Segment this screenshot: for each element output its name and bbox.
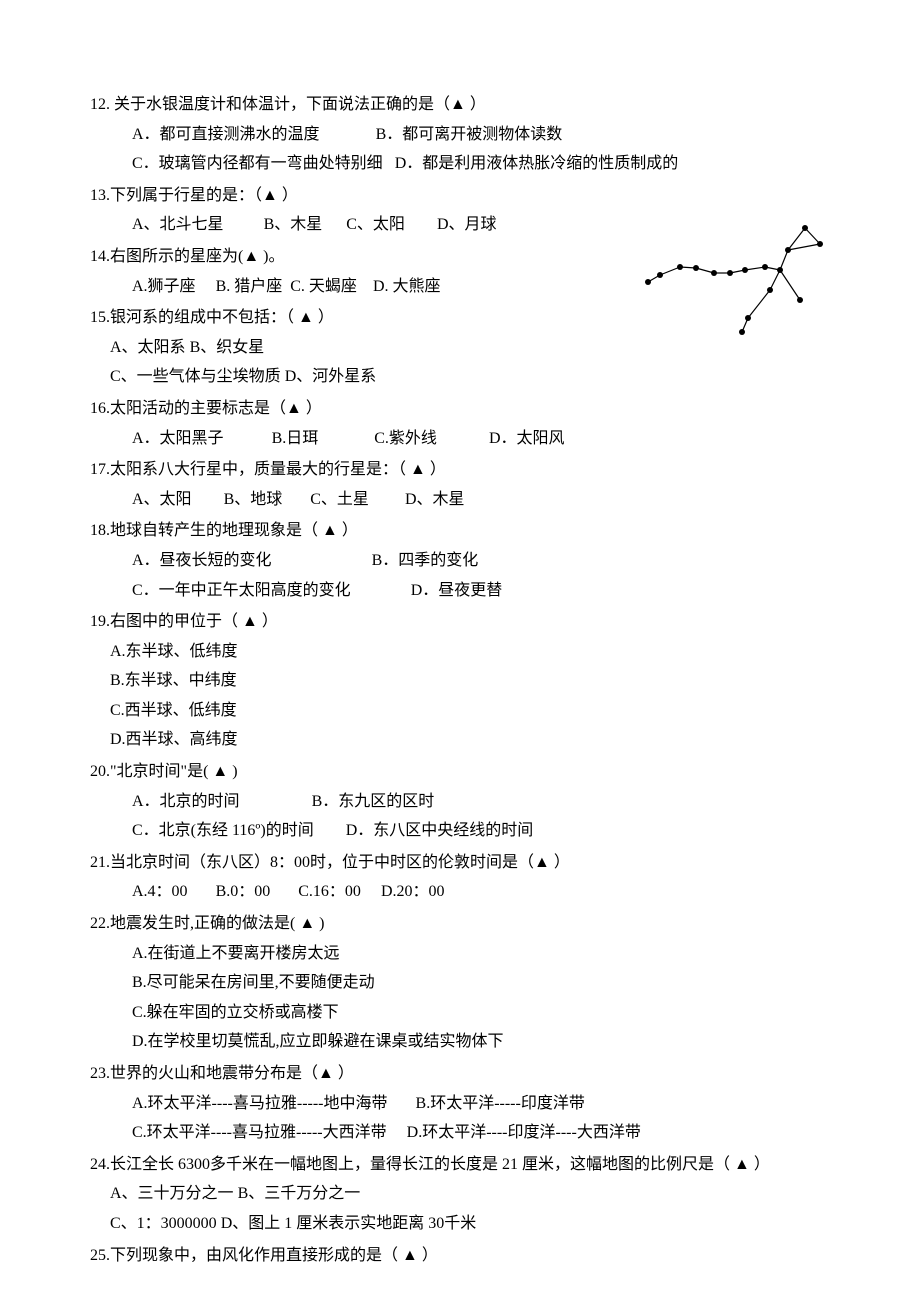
question-text: 25.下列现象中，由风化作用直接形成的是（ ▲ ） [90, 1241, 840, 1271]
option-d: D.20：00 [381, 883, 445, 900]
option-b: B、三千万分之一 [238, 1185, 361, 1202]
option-c: C．一年中正午太阳高度的变化 [132, 582, 351, 599]
question-text: 21.当北京时间（东八区）8：00时，位于中时区的伦敦时间是（▲ ） [90, 848, 840, 878]
option-c: C、一些气体与尘埃物质 [110, 368, 281, 385]
option-d: D.环太平洋----印度洋----大西洋带 [407, 1124, 641, 1141]
option-d-line: D.在学校里切莫慌乱,应立即躲避在课桌或结实物体下 [90, 1027, 840, 1057]
option-b: B．东九区的区时 [312, 793, 435, 810]
options-row-1: A、三十万分之一 B、三千万分之一 [90, 1179, 840, 1209]
option-d: D．东八区中央经线的时间 [346, 822, 534, 839]
option-a: A、三十万分之一 [110, 1185, 234, 1202]
option-b: B.0：00 [216, 883, 271, 900]
option-a: A、北斗七星 [132, 216, 224, 233]
option-a: A.环太平洋----喜马拉雅-----地中海带 [132, 1095, 388, 1112]
question-text: 17.太阳系八大行星中，质量最大的行星是：（ ▲ ） [90, 455, 840, 485]
question-text: 19.右图中的甲位于（ ▲ ） [90, 607, 840, 637]
option-b: B、地球 [224, 491, 283, 508]
options-row-1: A.环太平洋----喜马拉雅-----地中海带 B.环太平洋-----印度洋带 [90, 1089, 840, 1119]
option-b-line: B.东半球、中纬度 [90, 666, 840, 696]
option-a: A.4：00 [132, 883, 188, 900]
option-b: B、木星 [264, 216, 323, 233]
question-17: 17.太阳系八大行星中，质量最大的行星是：（ ▲ ） A、太阳 B、地球 C、土… [90, 455, 840, 514]
option-a: A、太阳系 [110, 339, 186, 356]
options-row-2: C．玻璃管内径都有一弯曲处特别细 D．都是利用液体热胀冷缩的性质制成的 [90, 149, 840, 179]
question-text: 24.长江全长 6300多千米在一幅地图上，量得长江的长度是 21 厘米，这幅地… [90, 1150, 840, 1180]
option-b: B. 猎户座 [216, 278, 283, 295]
option-b-line: B.尽可能呆在房间里,不要随便走动 [90, 968, 840, 998]
option-b: B.尽可能呆在房间里,不要随便走动 [132, 974, 375, 991]
option-b: B.日珥 [272, 430, 319, 447]
constellation-diagram [640, 220, 835, 340]
option-c: C、太阳 [346, 216, 405, 233]
question-16: 16.太阳活动的主要标志是（▲ ） A．太阳黑子 B.日珥 C.紫外线 D．太阳… [90, 394, 840, 453]
question-text: 16.太阳活动的主要标志是（▲ ） [90, 394, 840, 424]
option-d: D、月球 [437, 216, 497, 233]
option-a: A．昼夜长短的变化 [132, 552, 272, 569]
option-c: C.环太平洋----喜马拉雅-----大西洋带 [132, 1124, 387, 1141]
option-a-line: A.东半球、低纬度 [90, 637, 840, 667]
question-24: 24.长江全长 6300多千米在一幅地图上，量得长江的长度是 21 厘米，这幅地… [90, 1150, 840, 1239]
question-text: 13.下列属于行星的是：（▲ ） [90, 181, 840, 211]
option-a: A.东半球、低纬度 [110, 643, 238, 660]
options-row-1: A．昼夜长短的变化 B．四季的变化 [90, 546, 840, 576]
option-c: C.紫外线 [374, 430, 437, 447]
option-a: A.在街道上不要离开楼房太远 [132, 945, 340, 962]
option-c: C．玻璃管内径都有一弯曲处特别细 [132, 155, 383, 172]
option-c: C．北京(东经 116º)的时间 [132, 822, 314, 839]
question-text: 18.地球自转产生的地理现象是（ ▲ ） [90, 516, 840, 546]
options-row: A.4：00 B.0：00 C.16：00 D.20：00 [90, 877, 840, 907]
options-row: A．太阳黑子 B.日珥 C.紫外线 D．太阳风 [90, 424, 840, 454]
option-b: B．四季的变化 [372, 552, 479, 569]
option-b: B.东半球、中纬度 [110, 672, 237, 689]
option-a: A、太阳 [132, 491, 192, 508]
option-a: A．北京的时间 [132, 793, 240, 810]
option-d: D．昼夜更替 [411, 582, 503, 599]
question-text: 12. 关于水银温度计和体温计，下面说法正确的是（▲ ） [90, 90, 840, 120]
option-a: A．太阳黑子 [132, 430, 224, 447]
question-23: 23.世界的火山和地震带分布是（▲ ） A.环太平洋----喜马拉雅-----地… [90, 1059, 840, 1148]
option-c: C、土星 [310, 491, 369, 508]
option-a: A.狮子座 [132, 278, 196, 295]
option-d: D.在学校里切莫慌乱,应立即躲避在课桌或结实物体下 [132, 1033, 504, 1050]
option-b: B、织女星 [190, 339, 265, 356]
option-d: D、图上 1 厘米表示实地距离 30千米 [221, 1215, 477, 1232]
question-18: 18.地球自转产生的地理现象是（ ▲ ） A．昼夜长短的变化 B．四季的变化 C… [90, 516, 840, 605]
option-d: D.西半球、高纬度 [110, 731, 238, 748]
question-text: 20."北京时间"是( ▲ ) [90, 757, 840, 787]
option-d-line: D.西半球、高纬度 [90, 725, 840, 755]
question-19: 19.右图中的甲位于（ ▲ ） A.东半球、低纬度 B.东半球、中纬度 C.西半… [90, 607, 840, 755]
options-row-1: A．都可直接测沸水的温度 B．都可离开被测物体读数 [90, 120, 840, 150]
options-row-2: C.环太平洋----喜马拉雅-----大西洋带 D.环太平洋----印度洋---… [90, 1118, 840, 1148]
option-a: A．都可直接测沸水的温度 [132, 126, 320, 143]
question-22: 22.地震发生时,正确的做法是( ▲ ) A.在街道上不要离开楼房太远 B.尽可… [90, 909, 840, 1057]
options-row-2: C、一些气体与尘埃物质 D、河外星系 [90, 362, 840, 392]
option-c: C.16：00 [298, 883, 361, 900]
question-21: 21.当北京时间（东八区）8：00时，位于中时区的伦敦时间是（▲ ） A.4：0… [90, 848, 840, 907]
options-row-2: C．一年中正午太阳高度的变化 D．昼夜更替 [90, 576, 840, 606]
option-c-line: C.躲在牢固的立交桥或高楼下 [90, 998, 840, 1028]
option-c: C、1：3000000 [110, 1215, 217, 1232]
option-c: C.西半球、低纬度 [110, 702, 237, 719]
option-c-line: C.西半球、低纬度 [90, 696, 840, 726]
options-row-2: C、1：3000000 D、图上 1 厘米表示实地距离 30千米 [90, 1209, 840, 1239]
option-d: D、木星 [405, 491, 465, 508]
option-a-line: A.在街道上不要离开楼房太远 [90, 939, 840, 969]
option-d: D、河外星系 [285, 368, 377, 385]
option-c: C. 天蝎座 [290, 278, 357, 295]
option-d: D. 大熊座 [373, 278, 441, 295]
question-text: 23.世界的火山和地震带分布是（▲ ） [90, 1059, 840, 1089]
option-c: C.躲在牢固的立交桥或高楼下 [132, 1004, 339, 1021]
option-d: D．都是利用液体热胀冷缩的性质制成的 [395, 155, 679, 172]
question-20: 20."北京时间"是( ▲ ) A．北京的时间 B．东九区的区时 C．北京(东经… [90, 757, 840, 846]
option-b: B.环太平洋-----印度洋带 [416, 1095, 585, 1112]
options-row-2: C．北京(东经 116º)的时间 D．东八区中央经线的时间 [90, 816, 840, 846]
option-d: D．太阳风 [489, 430, 565, 447]
question-25: 25.下列现象中，由风化作用直接形成的是（ ▲ ） [90, 1241, 840, 1271]
question-text: 22.地震发生时,正确的做法是( ▲ ) [90, 909, 840, 939]
option-b: B．都可离开被测物体读数 [376, 126, 563, 143]
options-row: A、太阳 B、地球 C、土星 D、木星 [90, 485, 840, 515]
options-row-1: A．北京的时间 B．东九区的区时 [90, 787, 840, 817]
question-12: 12. 关于水银温度计和体温计，下面说法正确的是（▲ ） A．都可直接测沸水的温… [90, 90, 840, 179]
